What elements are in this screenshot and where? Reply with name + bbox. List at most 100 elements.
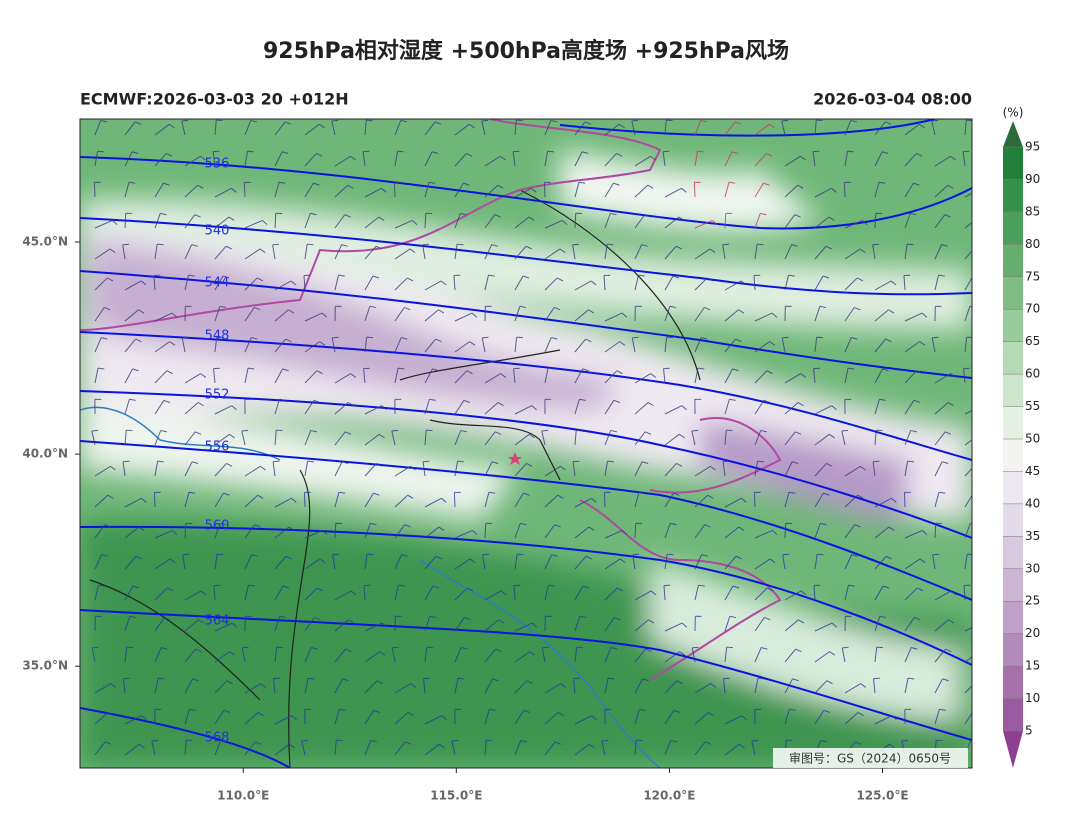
wind-barb xyxy=(124,280,147,291)
wind-barb xyxy=(604,153,623,167)
contour-line xyxy=(80,331,972,461)
wind-barb xyxy=(544,248,566,260)
map-field: 536 540 544 548 552 556 560 564 568 xyxy=(80,119,972,768)
wind-barb xyxy=(903,274,911,291)
wind-barb xyxy=(154,153,173,167)
wind-barb xyxy=(604,182,620,198)
wind-barb xyxy=(664,553,674,570)
wind-barb xyxy=(454,243,464,260)
wind-barb xyxy=(904,312,928,322)
wind-barb xyxy=(304,429,318,446)
wind-barb xyxy=(241,429,249,446)
wind-barb xyxy=(904,243,914,260)
wind-barb xyxy=(544,741,562,756)
wind-barb xyxy=(634,155,656,167)
wind-barb xyxy=(903,491,911,508)
wind-barb xyxy=(272,460,280,477)
colorbar-label: 30 xyxy=(1025,561,1040,575)
wind-barb xyxy=(664,275,680,291)
wind-barb xyxy=(904,370,923,384)
wind-barb xyxy=(514,119,523,136)
wind-barb xyxy=(751,739,759,756)
wind-barb xyxy=(424,615,437,632)
wind-barb xyxy=(664,739,678,756)
wind-barb xyxy=(784,373,807,384)
wind-barb xyxy=(184,648,202,663)
wind-barb xyxy=(94,615,102,632)
wind-barb xyxy=(724,121,742,136)
wind-barb xyxy=(244,248,266,260)
wind-barb xyxy=(181,119,189,136)
wind-barb xyxy=(964,492,972,508)
wind-barb xyxy=(812,150,820,167)
wind-barb xyxy=(244,465,266,477)
wind-barb xyxy=(964,433,972,446)
map-frame xyxy=(79,118,973,769)
wind-barb xyxy=(754,182,770,198)
wind-barb xyxy=(844,248,866,260)
wind-barb xyxy=(634,274,645,291)
wind-barb xyxy=(634,402,654,415)
wind-barb xyxy=(424,151,439,167)
wind-barb xyxy=(331,336,339,353)
contour-line xyxy=(80,390,972,539)
wind-barb xyxy=(124,555,142,570)
contour-line xyxy=(559,119,936,137)
wind-barb xyxy=(244,277,264,291)
wind-barb xyxy=(273,677,280,694)
wind-barb xyxy=(304,312,328,322)
wind-barb xyxy=(634,244,648,260)
wind-barb xyxy=(184,155,206,167)
wind-barb xyxy=(124,615,137,632)
wind-barb xyxy=(813,367,820,384)
wind-barb xyxy=(572,243,580,260)
wind-barb xyxy=(784,431,802,446)
wind-barb xyxy=(154,312,178,322)
wind-barb xyxy=(304,558,326,570)
wind-barb xyxy=(514,275,530,291)
wind-barb xyxy=(844,277,864,291)
wind-barb xyxy=(814,336,824,353)
wind-barb xyxy=(574,743,595,756)
wind-barb xyxy=(423,677,430,694)
wind-barb xyxy=(874,121,892,136)
wind-barb xyxy=(124,212,133,229)
wind-barb xyxy=(151,739,159,756)
wind-barb xyxy=(844,615,852,632)
wind-barb xyxy=(124,368,139,384)
wind-barb xyxy=(303,274,311,291)
wind-barb xyxy=(904,558,926,570)
wind-barb xyxy=(964,680,972,694)
wind-barb xyxy=(272,243,280,260)
wind-barb xyxy=(244,741,262,756)
wind-barb xyxy=(274,212,283,229)
wind-barb xyxy=(964,305,972,322)
wind-barb xyxy=(484,708,496,725)
wind-barb xyxy=(514,187,537,198)
wind-barb xyxy=(904,123,925,136)
wind-barb xyxy=(424,743,445,756)
x-tick-label: 115.0°E xyxy=(430,789,482,803)
wind-barb xyxy=(782,553,790,570)
wind-barb xyxy=(514,216,535,229)
wind-barb xyxy=(514,622,538,632)
wind-barb xyxy=(454,153,473,167)
wind-barb xyxy=(184,619,205,632)
wind-barb xyxy=(334,431,352,446)
wind-barb xyxy=(394,150,404,167)
wind-barb xyxy=(484,648,502,663)
wind-barb xyxy=(124,151,139,167)
wind-barb xyxy=(513,584,521,601)
contour-line xyxy=(80,217,972,296)
wind-barb xyxy=(124,646,134,663)
wind-barb xyxy=(424,526,445,539)
wind-barb xyxy=(394,494,414,508)
wind-barb xyxy=(394,712,414,725)
wind-barb xyxy=(694,150,704,167)
contour-line xyxy=(80,440,972,601)
wind-barb xyxy=(94,337,108,353)
wind-barb xyxy=(964,119,972,136)
wind-barb xyxy=(214,187,237,198)
wind-barb xyxy=(153,274,161,291)
wind-barb xyxy=(122,243,130,260)
